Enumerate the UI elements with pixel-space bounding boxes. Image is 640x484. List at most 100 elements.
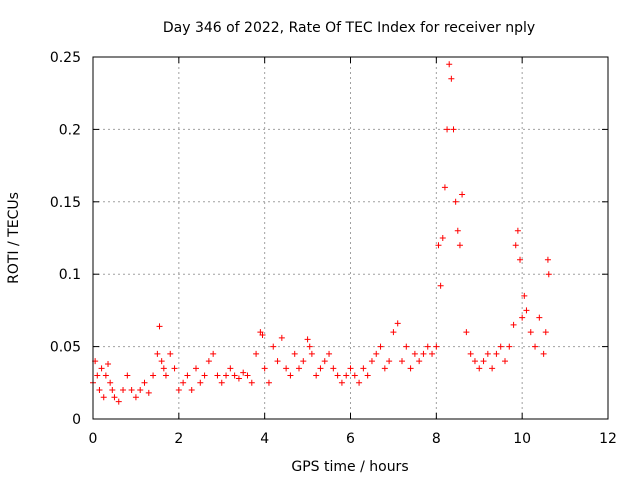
data-point [100, 394, 107, 401]
data-point [446, 61, 453, 68]
data-point [521, 292, 528, 299]
data-point [390, 329, 397, 336]
data-point [197, 379, 204, 386]
data-point [259, 332, 266, 339]
data-point [141, 379, 148, 386]
data-point [265, 379, 272, 386]
data-point [175, 387, 182, 394]
data-point [368, 358, 375, 365]
data-point [407, 365, 414, 372]
data-point [231, 372, 238, 379]
x-tick-label: 8 [432, 431, 441, 447]
data-point [456, 242, 463, 249]
data-point [448, 75, 455, 82]
data-point [532, 343, 539, 350]
data-point [235, 375, 242, 382]
data-point [120, 387, 127, 394]
data-point [158, 358, 165, 365]
data-point [399, 358, 405, 365]
data-point [514, 227, 521, 234]
data-point [308, 350, 315, 357]
data-point [205, 358, 212, 365]
data-point [493, 350, 500, 357]
data-point [338, 379, 345, 386]
y-tick-label: 0.25 [50, 50, 81, 66]
data-point [124, 372, 131, 379]
data-point [545, 271, 552, 278]
x-tick-label: 2 [174, 431, 183, 447]
data-point [296, 365, 302, 372]
data-point [463, 329, 470, 336]
data-point [105, 360, 112, 367]
data-point [334, 372, 341, 379]
data-point [193, 365, 199, 372]
data-point [291, 350, 298, 357]
data-point [351, 372, 358, 379]
data-point [223, 372, 230, 379]
data-point [471, 358, 478, 365]
data-point [304, 336, 311, 343]
data-point [326, 350, 333, 357]
data-point [433, 343, 440, 350]
y-axis-label: ROTI / TECUs [6, 192, 22, 284]
data-point [480, 358, 487, 365]
data-point [210, 350, 217, 357]
x-tick-label: 6 [346, 431, 355, 447]
data-point [437, 282, 444, 289]
data-point [111, 394, 118, 401]
data-point [411, 350, 418, 357]
x-tick-label: 4 [260, 431, 269, 447]
y-tick-label: 0.2 [59, 122, 81, 138]
data-point [424, 343, 431, 350]
data-point [261, 365, 268, 372]
data-point [502, 358, 508, 365]
data-point [381, 365, 388, 372]
y-tick-label: 0.1 [59, 267, 81, 283]
data-point [527, 329, 534, 336]
data-point [287, 372, 294, 379]
data-point [459, 191, 466, 198]
data-point [452, 198, 459, 205]
data-point [154, 350, 161, 357]
data-point [519, 314, 526, 321]
data-point [450, 126, 457, 133]
data-point [171, 365, 178, 372]
data-point [420, 350, 427, 357]
data-point [98, 365, 105, 372]
data-point [439, 235, 446, 241]
data-point [467, 350, 474, 357]
data-point [244, 372, 251, 379]
data-point [162, 372, 169, 379]
data-point [188, 387, 195, 394]
data-point [317, 365, 324, 372]
data-point [184, 372, 191, 379]
data-point [180, 379, 187, 386]
data-point [356, 379, 363, 386]
data-point [444, 126, 451, 133]
data-point [343, 372, 350, 379]
data-point [497, 343, 504, 350]
data-point [300, 358, 307, 365]
data-point [360, 365, 367, 372]
data-point [248, 379, 255, 386]
data-point [454, 227, 461, 234]
data-point [115, 398, 122, 405]
data-point [313, 372, 320, 379]
data-point [330, 365, 337, 372]
data-point [377, 343, 384, 350]
data-point [306, 343, 313, 350]
y-tick-label: 0 [72, 412, 81, 428]
data-point [278, 334, 285, 341]
data-point [96, 387, 103, 394]
data-point [270, 343, 277, 350]
x-tick-label: 12 [599, 431, 617, 447]
data-point [489, 365, 496, 372]
data-point [218, 379, 225, 386]
data-point [240, 369, 247, 376]
data-point [373, 350, 380, 357]
data-point [137, 387, 144, 394]
data-point [321, 358, 328, 365]
data-point [523, 307, 530, 314]
